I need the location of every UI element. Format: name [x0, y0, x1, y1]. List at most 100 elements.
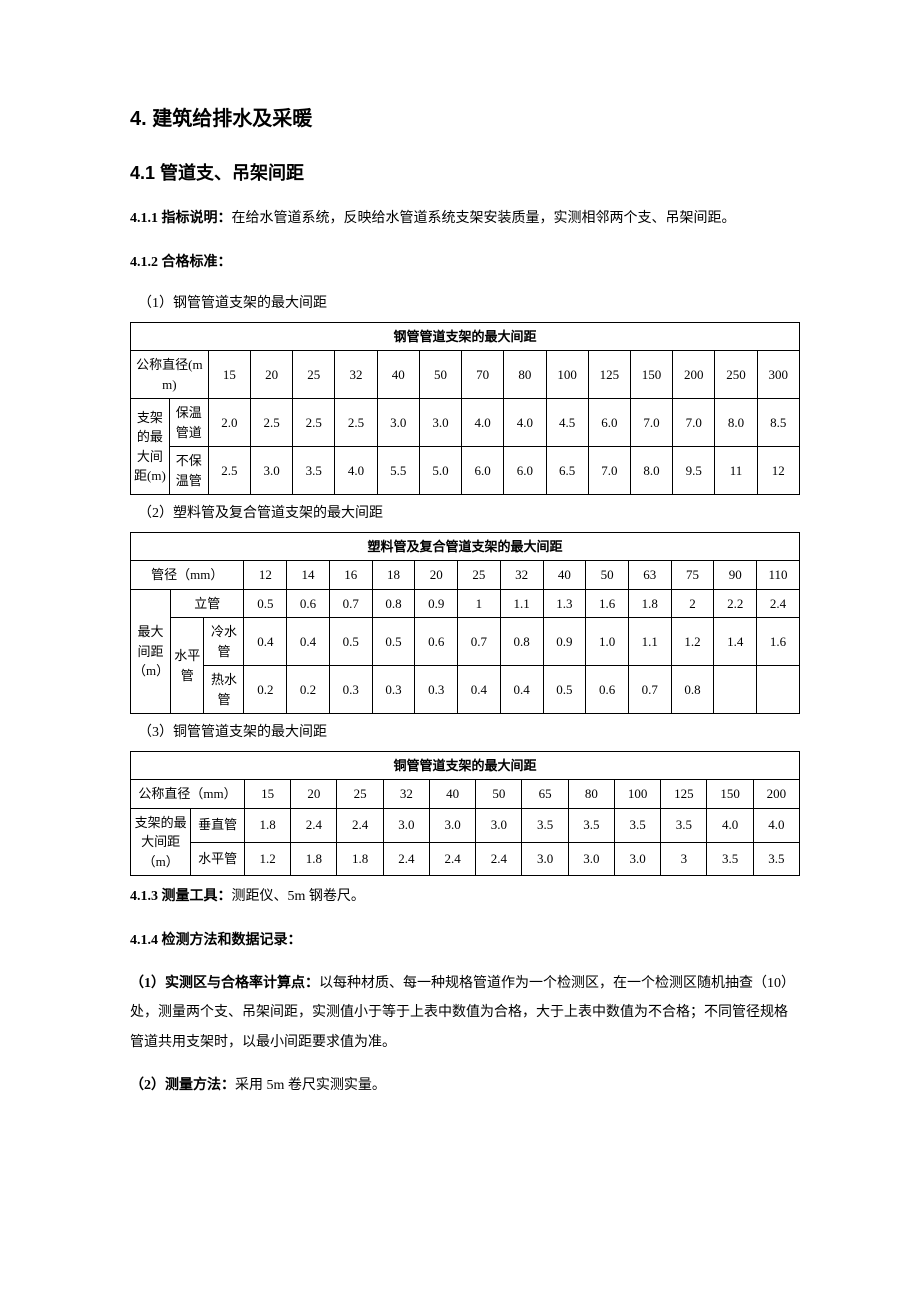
row-label: 垂直管 — [191, 808, 245, 842]
cell: 16 — [329, 561, 372, 590]
cell: 15 — [208, 351, 250, 399]
cell: 1 — [458, 589, 501, 618]
row-head: 公称直径（mm） — [131, 780, 245, 809]
cell: 70 — [462, 351, 504, 399]
cell: 2.5 — [250, 399, 292, 447]
cell: 50 — [419, 351, 461, 399]
cell: 1.0 — [586, 618, 629, 666]
cell: 0.5 — [543, 666, 586, 714]
table-title: 塑料管及复合管道支架的最大间距 — [131, 532, 800, 561]
cell: 3.0 — [476, 808, 522, 842]
cell: 1.8 — [244, 808, 290, 842]
section-heading: 4. 建筑给排水及采暖 — [130, 100, 800, 138]
cell: 0.7 — [329, 589, 372, 618]
cell: 125 — [588, 351, 630, 399]
cell: 0.5 — [329, 618, 372, 666]
cell: 3.5 — [614, 808, 660, 842]
cell: 4.0 — [335, 447, 377, 495]
cell: 150 — [707, 780, 753, 809]
cell: 110 — [757, 561, 800, 590]
cell: 1.6 — [586, 589, 629, 618]
table-title: 钢管管道支架的最大间距 — [131, 322, 800, 351]
cell: 20 — [415, 561, 458, 590]
cell: 2.2 — [714, 589, 757, 618]
cell: 2.4 — [383, 842, 429, 876]
para-text: 在给水管道系统，反映给水管道系统支架安装质量，实测相邻两个支、吊架间距。 — [232, 211, 736, 226]
table-plastic-pipe: 塑料管及复合管道支架的最大间距 管径（mm） 12141618202532405… — [130, 532, 800, 715]
cell: 32 — [383, 780, 429, 809]
cell: 2.4 — [476, 842, 522, 876]
row-span-label: 支架的最大间距（m） — [131, 808, 191, 876]
cell: 3.5 — [753, 842, 799, 876]
row-sub-label: 水平管 — [171, 618, 204, 714]
cell: 1.8 — [291, 842, 337, 876]
table-title-row: 塑料管及复合管道支架的最大间距 — [131, 532, 800, 561]
cell: 50 — [476, 780, 522, 809]
cell: 3.5 — [522, 808, 568, 842]
cell: 0.3 — [329, 666, 372, 714]
cell: 4.0 — [504, 399, 546, 447]
cell: 3.5 — [661, 808, 707, 842]
cell: 2.5 — [293, 399, 335, 447]
cell: 300 — [757, 351, 799, 399]
para-414: 4.1.4 检测方法和数据记录： — [130, 926, 800, 955]
table-steel-pipe: 钢管管道支架的最大间距 公称直径(mm) 1520253240507080100… — [130, 322, 800, 496]
cell: 6.0 — [462, 447, 504, 495]
cell: 65 — [522, 780, 568, 809]
row-span-label: 支架的最大间距(m) — [131, 399, 170, 495]
cell: 0.4 — [500, 666, 543, 714]
cell: 3.0 — [522, 842, 568, 876]
row-label: 不保温管 — [169, 447, 208, 495]
table-row: 支架的最大间距（m） 垂直管 1.82.42.43.03.03.03.53.53… — [131, 808, 800, 842]
cell: 0.6 — [415, 618, 458, 666]
cell: 3.0 — [419, 399, 461, 447]
cell: 4.5 — [546, 399, 588, 447]
cell: 32 — [500, 561, 543, 590]
cell: 1.1 — [628, 618, 671, 666]
table-header-row: 公称直径（mm） 1520253240506580100125150200 — [131, 780, 800, 809]
cell: 4.0 — [462, 399, 504, 447]
table-copper-pipe: 铜管管道支架的最大间距 公称直径（mm） 1520253240506580100… — [130, 751, 800, 877]
cell: 9.5 — [673, 447, 715, 495]
cell: 1.8 — [628, 589, 671, 618]
cell: 1.6 — [757, 618, 800, 666]
cell: 7.0 — [673, 399, 715, 447]
cell: 125 — [661, 780, 707, 809]
para-414b: （2）测量方法：采用 5m 卷尺实测实量。 — [130, 1071, 800, 1100]
cell: 0.6 — [586, 666, 629, 714]
table-header-row: 公称直径(mm) 1520253240507080100125150200250… — [131, 351, 800, 399]
cell — [757, 666, 800, 714]
cell: 0.3 — [372, 666, 415, 714]
cell: 3.0 — [429, 808, 475, 842]
row-head: 管径（mm） — [131, 561, 244, 590]
cell: 2.5 — [208, 447, 250, 495]
table-row: 热水管 0.20.20.30.30.30.40.40.50.60.70.8 — [131, 666, 800, 714]
cell: 3.0 — [377, 399, 419, 447]
cell: 1.3 — [543, 589, 586, 618]
cell: 3.0 — [614, 842, 660, 876]
cell: 250 — [715, 351, 757, 399]
cell: 2.4 — [429, 842, 475, 876]
cell: 50 — [586, 561, 629, 590]
cell: 40 — [543, 561, 586, 590]
cell: 0.7 — [628, 666, 671, 714]
row-label: 冷水管 — [204, 618, 244, 666]
para-label: （2）测量方法： — [130, 1078, 235, 1093]
cell: 0.5 — [244, 589, 287, 618]
cell: 0.8 — [372, 589, 415, 618]
cell: 15 — [244, 780, 290, 809]
cell: 20 — [291, 780, 337, 809]
cell: 6.5 — [546, 447, 588, 495]
cell: 0.9 — [543, 618, 586, 666]
cell: 2.4 — [291, 808, 337, 842]
cell: 25 — [458, 561, 501, 590]
cell: 0.8 — [671, 666, 714, 714]
row-label: 保温管道 — [169, 399, 208, 447]
cell: 2.0 — [208, 399, 250, 447]
cell: 12 — [757, 447, 799, 495]
table2-caption: （2）塑料管及复合管道支架的最大间距 — [138, 501, 800, 528]
cell: 0.7 — [458, 618, 501, 666]
cell: 3.5 — [707, 842, 753, 876]
row-label: 水平管 — [191, 842, 245, 876]
row-head: 公称直径(mm) — [131, 351, 209, 399]
